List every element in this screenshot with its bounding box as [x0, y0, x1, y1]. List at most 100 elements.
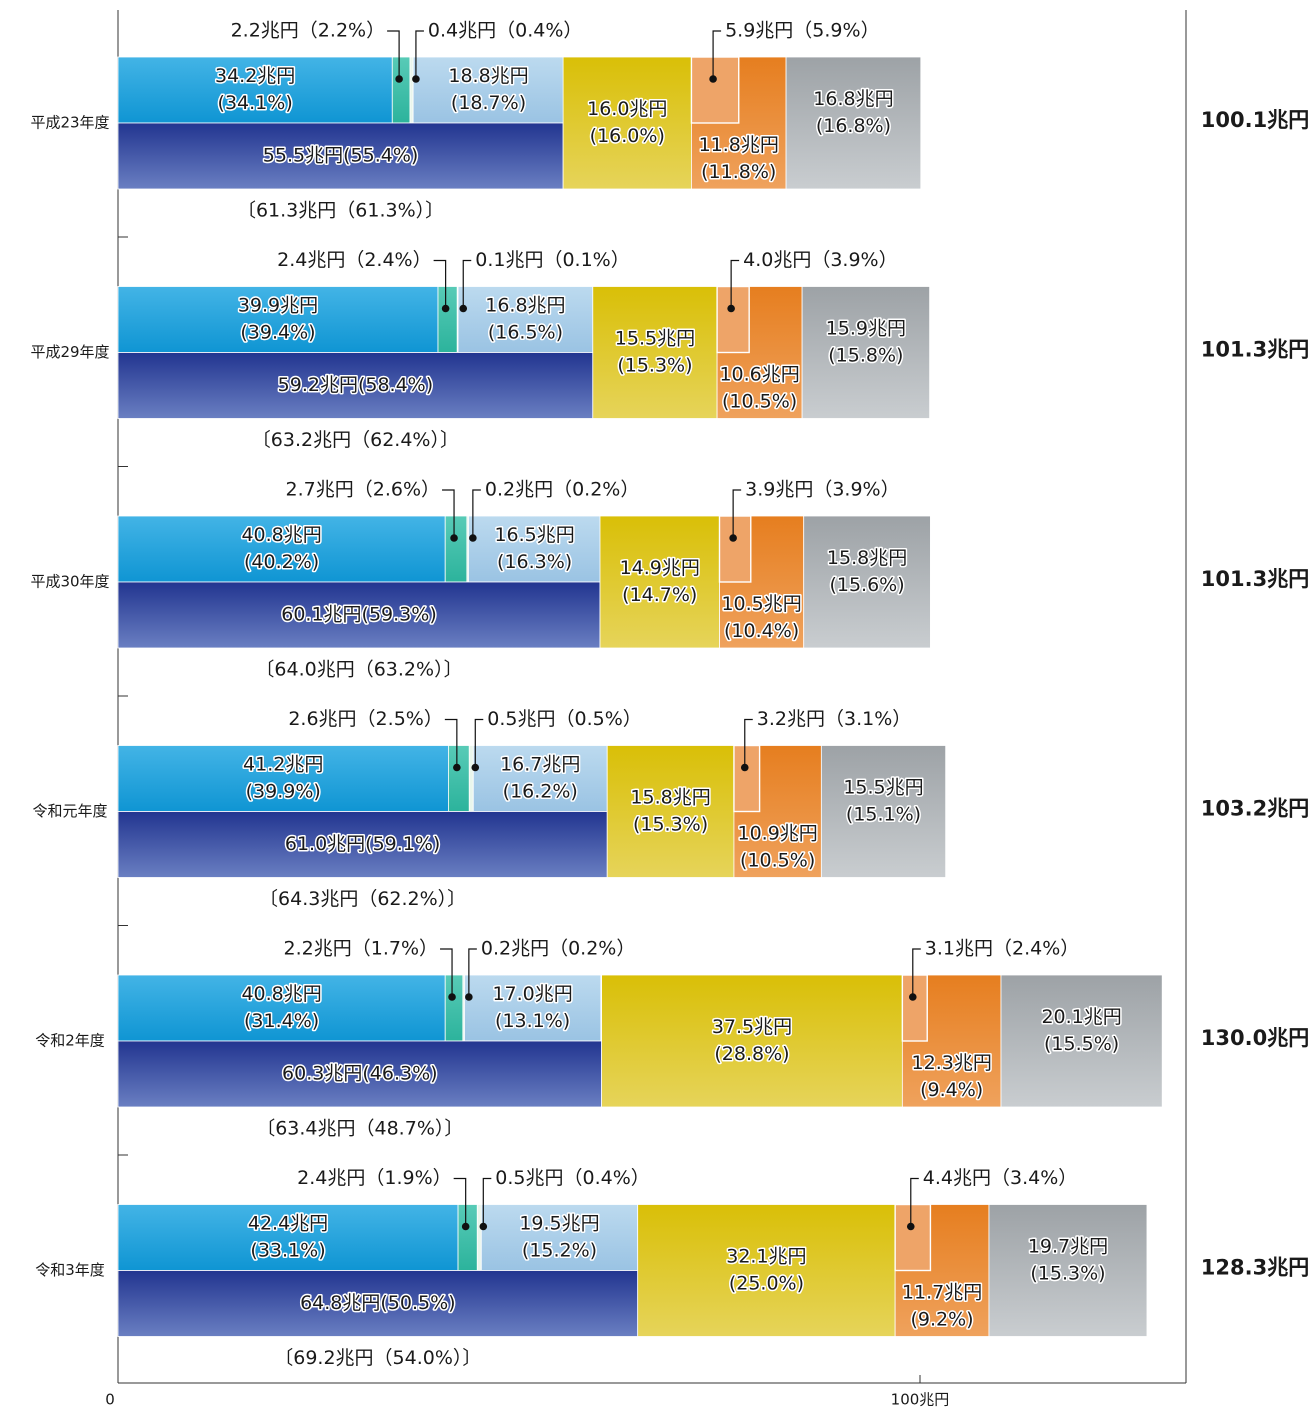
callout-leader: [415, 30, 424, 79]
callout-label-right: 0.2兆円（0.2%）: [481, 938, 636, 960]
shared-segment-2: [988, 1204, 1148, 1337]
inset-callout-label: 4.0兆円（3.9%）: [743, 249, 898, 271]
callout-leader: [440, 948, 453, 997]
top-seg-0-label-line-0: 40.8兆円: [241, 524, 321, 546]
top-segment-3: [457, 286, 594, 353]
callout-label-right: 0.5兆円（0.4%）: [495, 1167, 650, 1189]
shared-seg-2-label-line-0: 20.1兆円: [1041, 1006, 1121, 1028]
bottom-segment-label: 61.0兆円(59.1%): [285, 833, 441, 855]
top-seg-0-label-line-0: 40.8兆円: [241, 983, 321, 1005]
top-seg-3-label-line-0: 18.8兆円: [448, 65, 528, 87]
shared-seg-2-label-line-1: (15.6%): [829, 574, 904, 596]
category-label: 令和2年度: [35, 1032, 105, 1050]
top-segment-0: [117, 745, 449, 812]
top-segment-0: [117, 286, 439, 353]
callout-leader: [444, 718, 458, 768]
callout-label-left: 2.7兆円（2.6%）: [286, 479, 441, 501]
shared-seg-1-label-line-1: (10.5%): [740, 850, 815, 872]
shared-seg-0-label-line-1: (25.0%): [729, 1273, 804, 1295]
shared-seg-2-label-line-1: (15.3%): [1030, 1263, 1105, 1285]
shared-seg-1-label-line-1: (10.5%): [722, 391, 797, 413]
bottom-segment: [117, 811, 608, 878]
shared-seg-1-label-line-0: 10.5兆円: [721, 593, 801, 615]
top-segment-1: [391, 56, 411, 124]
top-seg-0-label-line-0: 42.4兆円: [248, 1213, 328, 1235]
top-seg-0-label-line-0: 34.2兆円: [215, 65, 295, 87]
callout-leader: [433, 259, 447, 309]
bottom-segment: [117, 352, 594, 419]
shared-seg-2-label-line-0: 15.5兆円: [843, 777, 923, 799]
shared-seg-2-label-line-0: 15.8兆円: [827, 547, 907, 569]
inset-callout-leader: [712, 30, 722, 79]
callout-leader: [468, 948, 477, 997]
shared-seg-0-label-line-0: 15.5兆円: [615, 328, 695, 350]
shared-segment-0: [606, 745, 735, 878]
callout-leader: [453, 1177, 467, 1227]
top-seg-3-label-line-1: (13.1%): [495, 1010, 570, 1032]
callout-leader: [472, 489, 481, 538]
total-label: 101.3兆円: [1201, 567, 1309, 591]
callout-leader: [474, 718, 484, 768]
inset-callout-leader: [730, 259, 740, 309]
shared-seg-1-label-line-0: 12.3兆円: [912, 1052, 992, 1074]
top-segment-1: [444, 974, 464, 1042]
shared-seg-2-label-line-1: (15.5%): [1044, 1033, 1119, 1055]
callout-label-left: 2.4兆円（2.4%）: [277, 249, 432, 271]
x-tick-label-100: 100兆円: [891, 1391, 950, 1409]
bottom-segment-label: 60.3兆円(46.3%): [282, 1063, 438, 1085]
bracket-label: 〔64.0兆円（63.2%）〕: [255, 659, 462, 681]
inset-callout-leader: [732, 489, 742, 538]
shared-segment-2: [820, 745, 947, 878]
top-segment-2: [476, 1204, 482, 1271]
bracket-label: 〔61.3兆円（61.3%）〕: [237, 200, 444, 222]
shared-segment-2: [803, 515, 931, 649]
inset-callout-leader: [912, 948, 921, 997]
shared-seg-0-label-line-0: 16.0兆円: [587, 98, 667, 120]
callout-label-left: 2.2兆円（2.2%）: [231, 20, 386, 42]
top-seg-0-label-line-1: (34.1%): [218, 92, 293, 114]
shared-segment-0: [592, 286, 718, 419]
inset-callout-label: 3.1兆円（2.4%）: [925, 938, 1080, 960]
category-label: 平成30年度: [30, 573, 109, 591]
top-seg-3-label-line-0: 17.0兆円: [492, 983, 572, 1005]
top-seg-3-label-line-0: 16.7兆円: [500, 754, 580, 776]
top-segment-1: [457, 1204, 478, 1271]
inset-segment: [894, 1203, 932, 1272]
callout-leader: [462, 259, 472, 309]
shared-seg-0-label-line-0: 15.8兆円: [630, 787, 710, 809]
shared-seg-1-label-line-1: (9.4%): [920, 1079, 983, 1101]
bottom-segment-label: 55.5兆円(55.4%): [263, 145, 419, 167]
top-segment-3: [468, 515, 602, 583]
top-seg-3-label-line-1: (16.3%): [497, 551, 572, 573]
total-label: 128.3兆円: [1201, 1256, 1309, 1280]
callout-label-left: 2.6兆円（2.5%）: [288, 708, 443, 730]
top-seg-3-label-line-0: 16.5兆円: [494, 524, 574, 546]
top-segment-2: [468, 745, 474, 812]
shared-seg-2-label-line-1: (15.8%): [828, 345, 903, 367]
shared-seg-2-label-line-0: 19.7兆円: [1028, 1236, 1108, 1258]
shared-segment-2: [1000, 974, 1163, 1108]
top-seg-0-label-line-1: (33.1%): [250, 1240, 325, 1262]
inset-segment: [690, 56, 740, 124]
callout-label-right: 0.5兆円（0.5%）: [487, 708, 642, 730]
inset-callout-label: 3.2兆円（3.1%）: [757, 708, 912, 730]
shared-seg-2-label-line-0: 15.9兆円: [826, 318, 906, 340]
shared-segment-0: [562, 56, 692, 190]
top-segment-3: [480, 1204, 639, 1271]
bracket-label: 〔63.2兆円（62.4%）〕: [252, 429, 459, 451]
callout-leader: [442, 489, 455, 538]
shared-seg-0-label-line-1: (28.8%): [714, 1043, 789, 1065]
shared-seg-0-label-line-1: (15.3%): [617, 355, 692, 377]
shared-seg-0-label-line-1: (16.0%): [590, 125, 665, 147]
inset-segment: [901, 974, 928, 1042]
category-label: 平成23年度: [30, 114, 109, 132]
shared-seg-2-label-line-0: 16.8兆円: [813, 88, 893, 110]
shared-seg-1-label-line-0: 11.8兆円: [699, 134, 779, 156]
top-segment-1: [437, 286, 458, 353]
top-segment-3: [472, 745, 608, 812]
top-seg-0-label-line-1: (39.4%): [240, 322, 315, 344]
x-tick-label-0: 0: [105, 1391, 115, 1409]
shared-seg-1-label-line-1: (10.4%): [724, 620, 799, 642]
